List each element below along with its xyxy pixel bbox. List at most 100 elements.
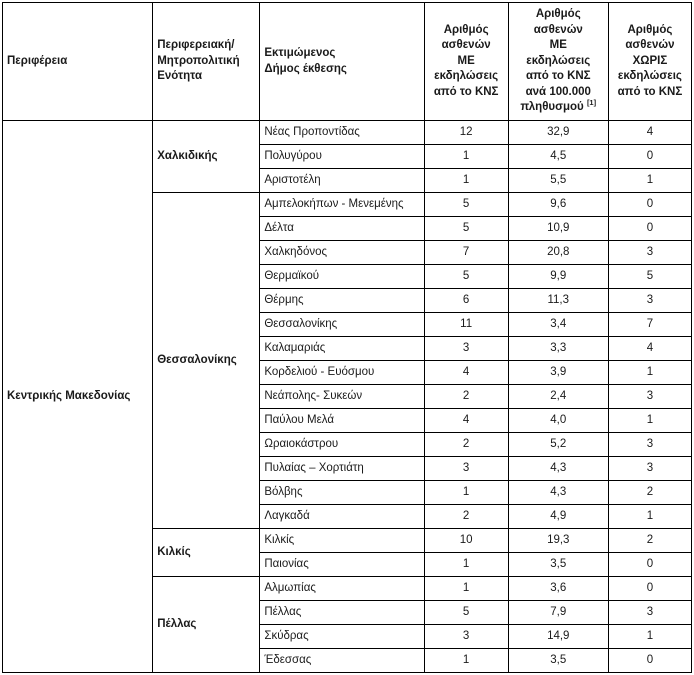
municipality-cell: Θεσσαλονίκης: [259, 312, 425, 337]
without-cns-value-cell: 1: [607, 504, 693, 529]
with-cns-value-cell: 10: [423, 528, 509, 553]
table-row: Θεσσαλονίκης 11 3,4 7: [3, 312, 693, 337]
with-cns-value-cell: 6: [423, 288, 509, 313]
header-with-cns: Αριθμός ασθενών ΜΕ εκδηλώσεις από το ΚΝΣ: [423, 2, 509, 121]
per-100k-value-cell: 3,4: [507, 312, 609, 337]
with-cns-value-cell: 1: [423, 168, 509, 193]
with-cns-value-cell: 4: [423, 408, 509, 433]
footnote-marker: [1]: [586, 98, 597, 108]
with-cns-value-cell: 3: [423, 456, 509, 481]
without-cns-value-cell: 0: [607, 576, 693, 601]
per-100k-value-cell: 3,6: [507, 576, 609, 601]
with-cns-value-cell: 2: [423, 504, 509, 529]
without-cns-value-cell: 1: [607, 408, 693, 433]
municipality-cell: Αριστοτέλη: [259, 168, 425, 193]
table-row: Ωραιοκάστρου 2 5,2 3: [3, 432, 693, 457]
without-cns-value-cell: 3: [607, 384, 693, 409]
header-per-100k: Αριθμός ασθενών ΜΕ εκδηλώσεις από το ΚΝΣ…: [507, 2, 609, 121]
unit-cell: Θεσσαλονίκης: [152, 192, 261, 529]
with-cns-value-cell: 1: [423, 144, 509, 169]
municipality-cell: Ωραιοκάστρου: [259, 432, 425, 457]
table-row: Έδεσσας 1 3,5 0: [3, 648, 693, 673]
per-100k-value-cell: 4,0: [507, 408, 609, 433]
municipality-cell: Κιλκίς: [259, 528, 425, 553]
table-row: Νεάπολης- Συκεών 2 2,4 3: [3, 384, 693, 409]
per-100k-value-cell: 5,2: [507, 432, 609, 457]
municipality-cell: Λαγκαδά: [259, 504, 425, 529]
without-cns-value-cell: 1: [607, 624, 693, 649]
per-100k-value-cell: 9,6: [507, 192, 609, 217]
municipality-cell: Νεάπολης- Συκεών: [259, 384, 425, 409]
unit-cell: Χαλκιδικής: [152, 120, 261, 193]
table-row: Πυλαίας – Χορτιάτη 3 4,3 3: [3, 456, 693, 481]
without-cns-value-cell: 0: [607, 648, 693, 673]
table-row: Παιονίας 1 3,5 0: [3, 552, 693, 577]
table-row: Παύλου Μελά 4 4,0 1: [3, 408, 693, 433]
municipality-cell: Κορδελιού - Ευόσμου: [259, 360, 425, 385]
with-cns-value-cell: 12: [423, 120, 509, 145]
unit-cell: Πέλλας: [152, 576, 261, 673]
without-cns-value-cell: 4: [607, 336, 693, 361]
with-cns-value-cell: 1: [423, 648, 509, 673]
municipality-cell: Πυλαίας – Χορτιάτη: [259, 456, 425, 481]
municipality-cell: Νέας Προποντίδας: [259, 120, 425, 145]
without-cns-value-cell: 0: [607, 192, 693, 217]
without-cns-value-cell: 3: [607, 600, 693, 625]
with-cns-value-cell: 7: [423, 240, 509, 265]
with-cns-value-cell: 5: [423, 600, 509, 625]
header-municipality: Εκτιμώμενος Δήμος έκθεσης: [259, 2, 425, 121]
table-row: Σκύδρας 3 14,9 1: [3, 624, 693, 649]
municipality-cell: Πέλλας: [259, 600, 425, 625]
table-header: Περιφέρεια Περιφερειακή/ Μητροπολιτική Ε…: [1, 2, 693, 121]
table-body: Κεντρικής Μακεδονίας Χαλκιδικής Νέας Προπο…: [1, 120, 693, 673]
header-without-cns: Αριθμός ασθενών ΧΩΡΙΣ εκδηλώσεις από το …: [607, 2, 693, 121]
table-row: Χαλκηδόνος 7 20,8 3: [3, 240, 693, 265]
with-cns-value-cell: 1: [423, 480, 509, 505]
per-100k-value-cell: 11,3: [507, 288, 609, 313]
per-100k-value-cell: 4,9: [507, 504, 609, 529]
per-100k-value-cell: 4,5: [507, 144, 609, 169]
with-cns-value-cell: 1: [423, 576, 509, 601]
with-cns-value-cell: 1: [423, 552, 509, 577]
municipality-cell: Δέλτα: [259, 216, 425, 241]
with-cns-value-cell: 5: [423, 192, 509, 217]
table-row: Πέλλας 5 7,9 3: [3, 600, 693, 625]
with-cns-value-cell: 5: [423, 264, 509, 289]
per-100k-value-cell: 5,5: [507, 168, 609, 193]
per-100k-value-cell: 4,3: [507, 480, 609, 505]
per-100k-value-cell: 2,4: [507, 384, 609, 409]
municipality-cell: Αλμωπίας: [259, 576, 425, 601]
table-row: Πέλλας Αλμωπίας 1 3,6 0: [3, 576, 693, 673]
without-cns-value-cell: 5: [607, 264, 693, 289]
municipality-cell: Πολυγύρου: [259, 144, 425, 169]
table-row: Κιλκίς Κιλκίς 10 19,3 2: [3, 528, 693, 577]
without-cns-value-cell: 0: [607, 144, 693, 169]
header-unit: Περιφερειακή/ Μητροπολιτική Ενότητα: [152, 2, 261, 121]
per-100k-value-cell: 3,5: [507, 648, 609, 673]
with-cns-value-cell: 3: [423, 336, 509, 361]
municipality-cell: Θερμαϊκού: [259, 264, 425, 289]
per-100k-value-cell: 3,5: [507, 552, 609, 577]
per-100k-value-cell: 19,3: [507, 528, 609, 553]
with-cns-value-cell: 2: [423, 384, 509, 409]
per-100k-value-cell: 4,3: [507, 456, 609, 481]
without-cns-value-cell: 2: [607, 528, 693, 553]
unit-cell: Κιλκίς: [152, 528, 261, 577]
municipality-cell: Θέρμης: [259, 288, 425, 313]
per-100k-value-cell: 32,9: [507, 120, 609, 145]
without-cns-value-cell: 3: [607, 432, 693, 457]
with-cns-value-cell: 5: [423, 216, 509, 241]
municipality-cell: Παύλου Μελά: [259, 408, 425, 433]
without-cns-value-cell: 1: [607, 168, 693, 193]
municipality-cell: Βόλβης: [259, 480, 425, 505]
region-cell: Κεντρικής Μακεδονίας: [1, 120, 154, 673]
without-cns-value-cell: 3: [607, 240, 693, 265]
without-cns-value-cell: 3: [607, 288, 693, 313]
per-100k-value-cell: 10,9: [507, 216, 609, 241]
without-cns-value-cell: 3: [607, 456, 693, 481]
without-cns-value-cell: 1: [607, 360, 693, 385]
table-row: Κεντρικής Μακεδονίας Χαλκιδικής Νέας Προπο…: [1, 120, 693, 673]
municipality-cell: Καλαμαριάς: [259, 336, 425, 361]
